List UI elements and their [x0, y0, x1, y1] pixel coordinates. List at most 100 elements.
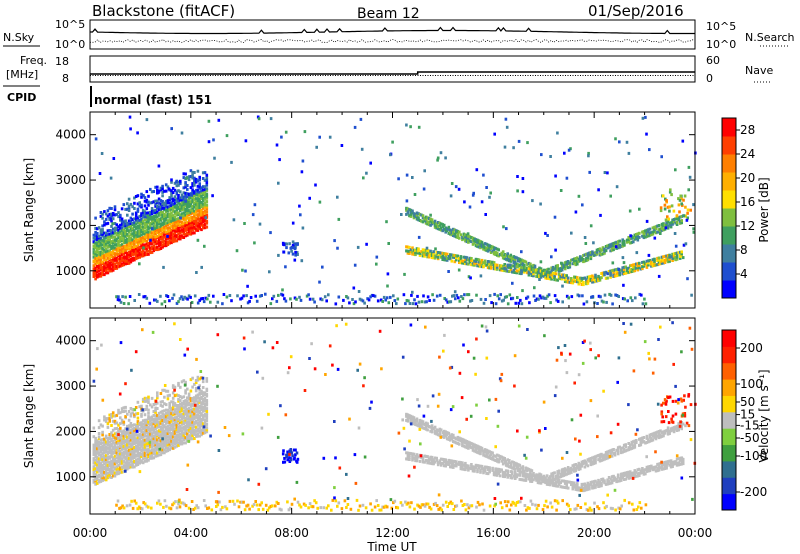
heatmap-cell: [492, 250, 496, 254]
heatmap-cell: [103, 476, 106, 480]
heatmap-cell: [119, 456, 122, 460]
heatmap-cell: [499, 293, 502, 297]
heatmap-cell: [198, 388, 201, 391]
heatmap-cell: [165, 294, 168, 298]
heatmap-cell: [164, 436, 168, 439]
heatmap-cell: [545, 276, 549, 280]
heatmap-cell: [367, 298, 371, 302]
heatmap-cell: [134, 428, 138, 432]
heatmap-cell: [518, 469, 522, 473]
heatmap-cell: [476, 500, 480, 504]
heatmap-cell: [134, 453, 138, 457]
heatmap-cell: [645, 230, 649, 234]
heatmap-cell: [660, 224, 664, 228]
heatmap-cell: [554, 248, 557, 252]
heatmap-cell: [200, 417, 203, 421]
heatmap-cell: [145, 296, 149, 300]
heatmap-cell: [538, 278, 541, 281]
heatmap-cell: [201, 417, 205, 421]
heatmap-cell: [462, 255, 466, 259]
heatmap-cell: [593, 501, 596, 505]
heatmap-cell: [101, 448, 104, 452]
heatmap-cell: [136, 218, 140, 222]
heatmap-cell: [489, 251, 493, 254]
heatmap-cell: [486, 449, 490, 453]
heatmap-cell: [193, 431, 196, 435]
heatmap-cell: [551, 478, 555, 482]
heatmap-cell: [177, 408, 180, 412]
heatmap-cell: [539, 273, 543, 277]
heatmap-cell: [127, 456, 131, 460]
heatmap-cell: [421, 420, 425, 424]
heatmap-cell: [201, 177, 205, 180]
heatmap-cell: [518, 259, 522, 263]
heatmap-cell: [501, 264, 505, 268]
heatmap-cell: [141, 243, 145, 247]
heatmap-cell: [124, 415, 127, 419]
heatmap-cell: [474, 446, 478, 450]
heatmap-cell: [111, 450, 115, 454]
heatmap-cell: [103, 418, 106, 422]
heatmap-cell: [521, 478, 525, 482]
heatmap-cell: [103, 235, 106, 239]
heatmap-cell: [524, 268, 528, 272]
heatmap-cell: [594, 275, 597, 279]
heatmap-cell: [531, 199, 534, 203]
heatmap-cell: [228, 499, 232, 503]
heatmap-cell: [122, 239, 126, 243]
heatmap-cell: [111, 411, 115, 415]
heatmap-cell: [411, 252, 414, 256]
heatmap-cell: [485, 452, 488, 456]
heatmap-cell: [166, 223, 170, 227]
heatmap-cell: [111, 463, 115, 467]
heatmap-cell: [175, 428, 179, 432]
heatmap-cell: [203, 219, 207, 223]
heatmap-cell: [465, 262, 469, 266]
heatmap-cell: [678, 254, 682, 258]
heatmap-cell: [127, 261, 131, 265]
heatmap-cell: [612, 268, 615, 272]
heatmap-cell: [680, 221, 683, 225]
heatmap-cell: [134, 240, 138, 244]
heatmap-cell: [154, 427, 157, 431]
heatmap-cell: [485, 454, 488, 458]
heatmap-cell: [639, 267, 643, 271]
heatmap-cell: [425, 502, 428, 506]
heatmap-cell: [179, 198, 182, 202]
heatmap-cell: [659, 227, 662, 231]
heatmap-cell: [560, 275, 564, 279]
heatmap-cell: [136, 220, 140, 224]
heatmap-cell: [129, 233, 133, 237]
heatmap-cell: [115, 249, 119, 253]
heatmap-cell: [113, 451, 117, 454]
heatmap-cell: [494, 471, 497, 475]
heatmap-cell: [516, 189, 519, 193]
heatmap-cell: [559, 475, 562, 479]
heatmap-cell: [147, 448, 150, 451]
heatmap-cell: [103, 440, 106, 444]
heatmap-cell: [566, 280, 570, 284]
heatmap-cell: [445, 256, 449, 260]
heatmap-cell: [604, 270, 608, 274]
heatmap-cell: [173, 226, 177, 230]
heatmap-cell: [182, 197, 186, 201]
heatmap-cell: [479, 464, 482, 468]
heatmap-cell: [179, 432, 182, 436]
heatmap-cell: [420, 300, 424, 304]
heatmap-cell: [194, 414, 198, 418]
heatmap-cell: [573, 507, 577, 511]
heatmap-cell: [217, 118, 221, 122]
heatmap-cell: [636, 234, 640, 238]
heatmap-cell: [127, 424, 131, 428]
heatmap-cell: [430, 424, 434, 428]
heatmap-cell: [473, 467, 476, 471]
heatmap-cell: [150, 451, 154, 455]
heatmap-cell: [405, 173, 409, 177]
heatmap-cell: [366, 297, 369, 301]
heatmap-cell: [171, 226, 175, 230]
heatmap-cell: [189, 417, 193, 420]
heatmap-cell: [184, 410, 187, 413]
heatmap-cell: [143, 418, 147, 422]
heatmap-cell: [621, 266, 624, 270]
heatmap-cell: [173, 211, 177, 215]
